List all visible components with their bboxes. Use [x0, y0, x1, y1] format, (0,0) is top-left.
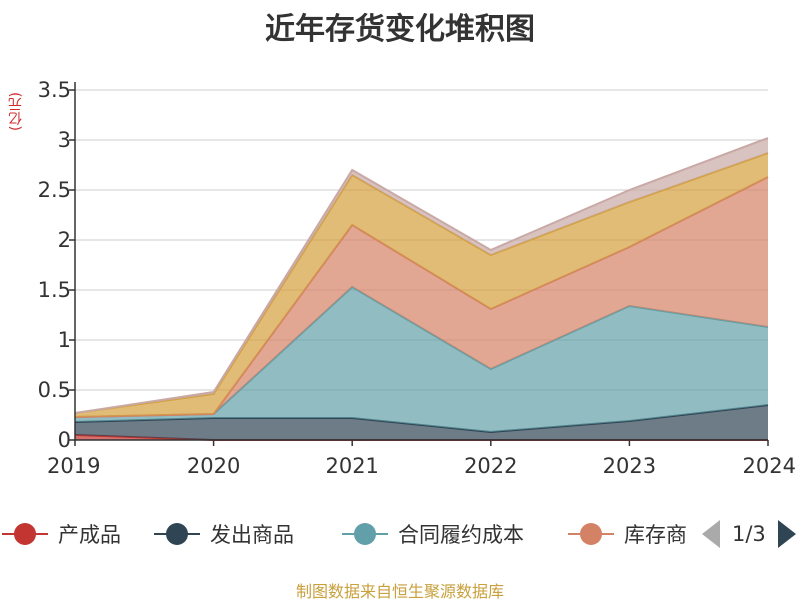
y-tick-label: 1 — [58, 328, 71, 352]
legend-prev-page-icon[interactable] — [702, 520, 720, 548]
area-series-5 — [75, 138, 768, 413]
data-source-note: 制图数据来自恒生聚源数据库 — [295, 582, 504, 601]
y-tick-label: 0.5 — [38, 378, 71, 402]
legend-item[interactable]: 产成品 — [0, 516, 121, 552]
legend: 产成品 发出商品 合同履约成本 库存商 — [0, 516, 700, 552]
legend-swatch — [340, 516, 390, 552]
legend-swatch — [566, 516, 616, 552]
legend-swatch — [0, 516, 50, 552]
legend-label: 合同履约成本 — [398, 523, 524, 547]
y-tick-label: 3 — [58, 128, 71, 152]
x-tick-label: 2019 — [47, 454, 100, 478]
y-tick-label: 0 — [58, 428, 71, 452]
legend-label: 库存商 — [624, 523, 687, 547]
x-tick-label: 2023 — [603, 454, 656, 478]
legend-next-page-icon[interactable] — [777, 520, 796, 548]
y-tick-label: 2.5 — [38, 178, 71, 202]
y-tick-label: 1.5 — [38, 278, 71, 302]
area-series-2 — [75, 287, 768, 432]
legend-item[interactable]: 发出商品 — [152, 516, 294, 552]
chart-title: 近年存货变化堆积图 — [265, 12, 535, 47]
legend-pager: 1/3 — [702, 516, 796, 552]
legend-item[interactable]: 库存商 — [566, 516, 687, 552]
y-tick-label: 3.5 — [38, 78, 71, 102]
x-tick-label: 2022 — [464, 454, 517, 478]
legend-label: 发出商品 — [210, 523, 294, 547]
x-tick-label: 2021 — [325, 454, 378, 478]
area-series-1 — [75, 405, 768, 440]
legend-swatch — [152, 516, 202, 552]
area-series-4 — [75, 153, 768, 417]
x-tick-label: 2024 — [743, 454, 796, 478]
x-tick-label: 2020 — [187, 454, 240, 478]
legend-item[interactable]: 合同履约成本 — [340, 516, 524, 552]
legend-page-indicator: 1/3 — [732, 522, 766, 546]
legend-label: 产成品 — [58, 523, 121, 547]
area-series-line-5 — [74, 137, 769, 414]
y-tick-label: 2 — [58, 228, 71, 252]
area-series-3 — [75, 177, 768, 417]
